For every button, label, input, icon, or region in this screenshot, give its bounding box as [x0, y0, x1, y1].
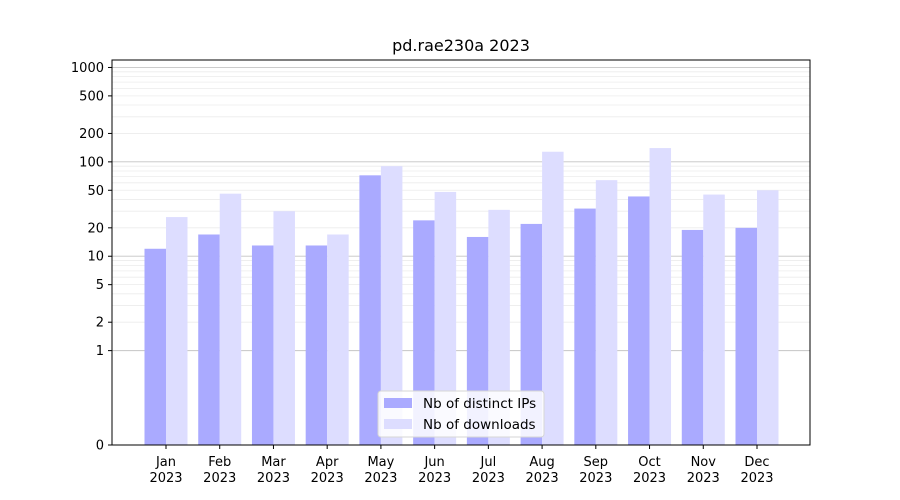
y-tick-label: 1 — [96, 344, 104, 359]
bar-downloads — [542, 151, 564, 446]
x-tick-label-year: 2023 — [472, 471, 505, 486]
y-tick-label: 2 — [96, 316, 104, 331]
x-tick-label-year: 2023 — [740, 471, 773, 486]
bar-downloads — [166, 217, 188, 445]
legend: Nb of distinct IPs Nb of downloads — [377, 390, 545, 438]
bar-distinct-ips — [198, 234, 220, 445]
y-tick-label: 200 — [79, 127, 104, 142]
plot-frame — [111, 59, 811, 446]
x-tick-label-month: Feb — [208, 455, 231, 470]
x-tick-label-year: 2023 — [203, 471, 236, 486]
x-tick-label-year: 2023 — [526, 471, 559, 486]
bar-distinct-ips — [628, 196, 650, 445]
bar-distinct-ips — [574, 208, 596, 445]
y-tick-label: 500 — [79, 89, 104, 104]
legend-swatch — [384, 398, 412, 408]
bar-downloads — [595, 180, 618, 445]
bar-distinct-ips — [520, 223, 543, 445]
x-tick-label-year: 2023 — [149, 471, 182, 486]
bar-distinct-ips — [413, 220, 435, 445]
legend-label: Nb of distinct IPs — [423, 396, 536, 412]
x-tick-label-month: Jan — [155, 455, 176, 470]
x-tick-label-month: Mar — [261, 455, 286, 470]
y-tick-label: 100 — [79, 155, 104, 170]
x-tick-label-year: 2023 — [418, 471, 451, 486]
x-tick-label-year: 2023 — [257, 471, 290, 486]
bar-downloads — [703, 194, 725, 445]
bar-distinct-ips — [681, 229, 704, 445]
y-tick-label: 5 — [96, 278, 104, 293]
x-tick-label-month: Jul — [480, 455, 497, 470]
chart-title: pd.rae230a 2023 — [392, 36, 530, 55]
bar-distinct-ips — [305, 245, 328, 445]
x-tick-label-year: 2023 — [687, 471, 720, 486]
bar-downloads — [380, 166, 403, 445]
x-tick-label-month: Nov — [691, 455, 717, 470]
bar-downloads — [757, 190, 779, 445]
x-tick-label-year: 2023 — [633, 471, 666, 486]
x-tick-label-month: Sep — [584, 455, 609, 470]
x-tick-label-month: Aug — [529, 455, 554, 470]
x-tick-label-year: 2023 — [311, 471, 344, 486]
x-tick-label-month: May — [367, 455, 394, 470]
bar-downloads — [219, 193, 242, 445]
y-tick-label: 1000 — [71, 61, 104, 76]
x-tick-label-year: 2023 — [579, 471, 612, 486]
bar-downloads — [649, 148, 672, 445]
axes: 01251020501002005001000Jan2023Feb2023Mar… — [71, 59, 811, 486]
x-tick-label-year: 2023 — [364, 471, 397, 486]
bar-distinct-ips — [735, 227, 757, 445]
bar-distinct-ips — [144, 248, 166, 445]
legend-swatch — [384, 419, 412, 429]
x-tick-label-month: Apr — [316, 455, 339, 470]
x-tick-label-month: Oct — [638, 455, 660, 470]
bar-downloads — [327, 234, 349, 445]
bar-downloads — [488, 209, 510, 445]
bar-distinct-ips — [359, 175, 381, 446]
y-tick-label: 10 — [87, 250, 104, 265]
x-tick-label-month: Dec — [744, 455, 769, 470]
bar-distinct-ips — [251, 245, 274, 445]
bar-downloads — [434, 191, 457, 445]
bar-downloads — [273, 211, 295, 445]
y-tick-label: 0 — [96, 439, 104, 454]
y-tick-label: 20 — [87, 221, 104, 236]
legend-box — [377, 390, 545, 438]
y-tick-label: 50 — [87, 184, 104, 199]
legend-label: Nb of downloads — [423, 417, 536, 433]
bars — [144, 148, 779, 446]
x-tick-label-month: Jun — [423, 455, 444, 470]
